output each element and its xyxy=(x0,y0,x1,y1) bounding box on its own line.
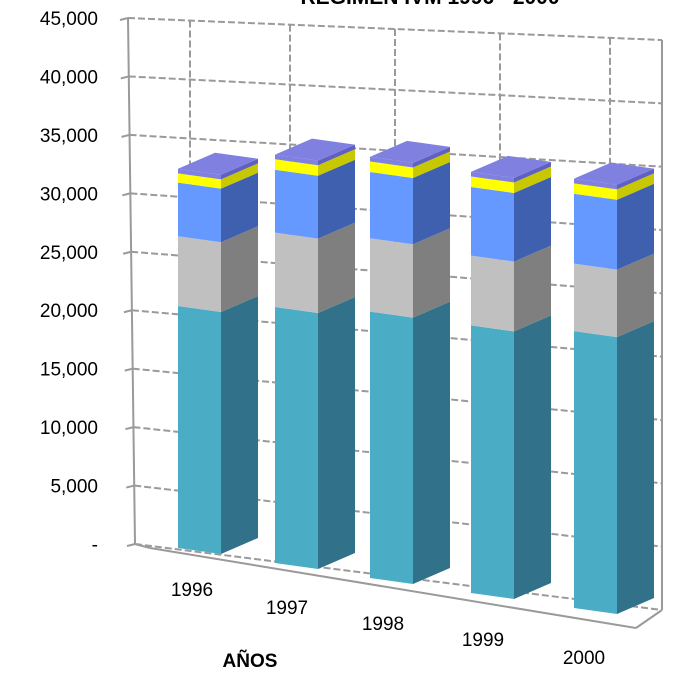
bar-side xyxy=(318,159,355,239)
y-tick-label: 10,000 xyxy=(40,418,98,439)
x-tick-label: 1997 xyxy=(266,598,308,619)
bar-side xyxy=(514,315,551,599)
y-tick xyxy=(121,133,130,138)
bar-front xyxy=(178,168,221,180)
bar-top xyxy=(574,162,654,185)
bar-top xyxy=(178,152,258,175)
bar-side xyxy=(318,297,355,569)
x-tick-label: 1998 xyxy=(362,614,404,635)
bar-front xyxy=(574,183,617,200)
x-axis-title: AÑOS xyxy=(223,650,278,672)
y-tick-label: 30,000 xyxy=(40,184,98,205)
bars xyxy=(178,138,654,614)
y-tick-label: 15,000 xyxy=(40,360,98,381)
bar-stack-2000 xyxy=(574,162,654,614)
bar-front xyxy=(574,263,617,338)
floor-right-edge xyxy=(635,609,663,629)
bar-side xyxy=(413,146,450,168)
bar-front xyxy=(275,154,318,166)
bar-front xyxy=(471,171,514,183)
y-tick-label: 20,000 xyxy=(40,301,98,322)
chart-title: REGIMEN IVM 1996 - 2000 xyxy=(300,0,559,9)
y-tick-label: 25,000 xyxy=(40,243,98,264)
bar-front xyxy=(574,193,617,270)
y-tick xyxy=(125,426,134,431)
bar-side xyxy=(413,161,450,245)
bar-front xyxy=(178,182,221,243)
bar-front xyxy=(370,238,413,318)
bar-top xyxy=(471,155,551,178)
wall-left-edge xyxy=(127,17,136,545)
bar-side xyxy=(221,172,258,243)
x-tick-label: 2000 xyxy=(563,648,605,669)
y-tick-label: - xyxy=(92,535,98,556)
y-tick xyxy=(125,484,135,489)
y-tick xyxy=(122,250,132,255)
bar-side xyxy=(617,168,654,190)
bar-side xyxy=(413,301,450,584)
bar-stack-1999 xyxy=(471,155,551,599)
bar-side xyxy=(514,166,551,193)
y-axis-tick-labels: - 5,000 10,000 15,000 20,000 25,000 30,000 35,0… xyxy=(40,9,98,556)
bar-front xyxy=(370,156,413,168)
y-tick xyxy=(119,17,129,21)
bar-front xyxy=(471,325,514,599)
bar-front xyxy=(275,169,318,239)
bar-side xyxy=(617,173,654,200)
chart-walls xyxy=(127,17,663,629)
bar-front xyxy=(178,306,221,554)
gridline xyxy=(127,17,663,41)
bar-stack-1996 xyxy=(178,152,258,554)
y-tick-label: 5,000 xyxy=(50,477,98,498)
x-tick-label: 1996 xyxy=(171,580,213,601)
bar-front xyxy=(275,159,318,176)
y-tick xyxy=(123,309,133,314)
y-tick xyxy=(120,75,130,80)
bar-side xyxy=(318,222,355,314)
bar-side xyxy=(514,176,551,262)
y-tick xyxy=(124,367,133,372)
bar-side xyxy=(221,296,258,554)
bar-front xyxy=(178,236,221,312)
bar-front xyxy=(471,255,514,332)
bar-side xyxy=(318,144,355,166)
bar-stack-1997 xyxy=(275,138,355,569)
y-tick xyxy=(126,543,136,547)
x-tick-label: 1999 xyxy=(462,630,504,651)
y-tick-label: 35,000 xyxy=(40,126,98,147)
y-tick-label: 45,000 xyxy=(40,9,98,30)
bar-top xyxy=(370,140,450,163)
bar-side xyxy=(514,161,551,183)
bar-side xyxy=(617,321,654,614)
bar-front xyxy=(574,331,617,614)
bar-stack-1998 xyxy=(370,140,450,584)
bar-front xyxy=(178,173,221,189)
y-tick xyxy=(122,192,131,197)
bar-side xyxy=(221,163,258,189)
bar-front xyxy=(370,161,413,178)
bar-side xyxy=(221,226,258,312)
bar-side xyxy=(221,158,258,180)
bar-front xyxy=(471,186,514,262)
bar-side xyxy=(413,151,450,178)
floor-front-edge xyxy=(149,547,637,629)
bar-side xyxy=(413,228,450,318)
bar-side xyxy=(318,149,355,176)
bar-front xyxy=(471,176,514,193)
bar-side xyxy=(617,183,654,270)
bar-top xyxy=(275,138,355,161)
y-tick-label: 40,000 xyxy=(40,67,98,88)
bar-front xyxy=(370,171,413,245)
bar-side xyxy=(617,253,654,338)
x-axis-category-labels: 1996 1997 1998 1999 2000 xyxy=(171,580,605,669)
bar-front xyxy=(574,178,617,190)
bar-side xyxy=(514,245,551,332)
bar-front xyxy=(275,307,318,569)
bar-front xyxy=(370,311,413,584)
bar-front xyxy=(275,232,318,314)
